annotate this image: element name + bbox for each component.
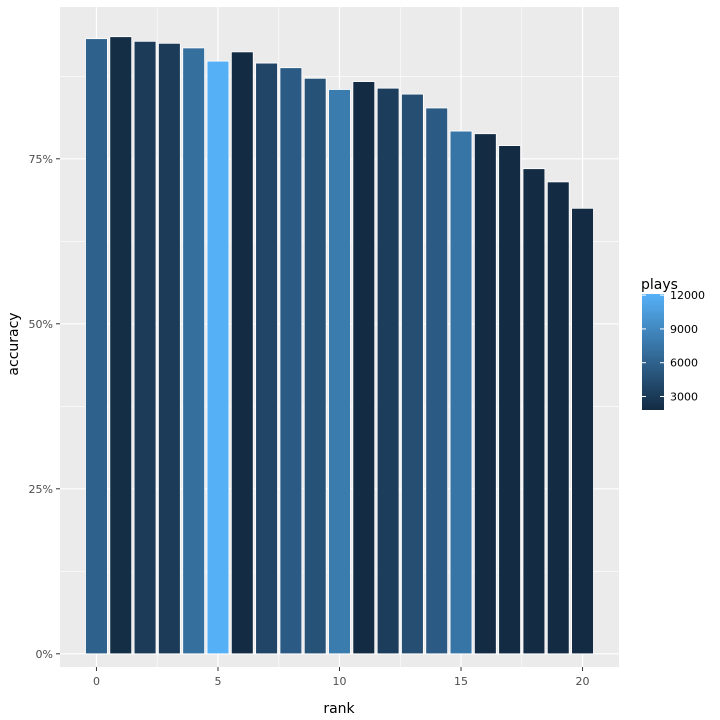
x-tick-label: 20: [576, 675, 590, 688]
bar-rank-1: [109, 36, 133, 655]
bar-rank-8: [279, 67, 303, 655]
y-tick-label: 0%: [36, 648, 53, 661]
bar-rank-9: [303, 77, 327, 655]
bar-rank-19: [546, 181, 570, 655]
bar-rank-15: [449, 130, 473, 655]
bar-rank-2: [133, 40, 157, 655]
legend-tick-label: 6000: [670, 357, 698, 370]
bar-rank-6: [230, 51, 254, 655]
y-tick-label: 75%: [29, 153, 53, 166]
bar-rank-20: [571, 207, 594, 655]
legend-tick-label: 12000: [670, 289, 705, 302]
bar-rank-11: [352, 81, 376, 655]
x-tick-label: 5: [214, 675, 221, 688]
legend-title: plays: [641, 277, 678, 293]
legend-tick-label: 3000: [670, 390, 698, 403]
bar-rank-18: [522, 168, 546, 655]
legend-colorbar: [642, 294, 664, 410]
bar-rank-16: [473, 133, 497, 655]
bar-rank-0: [85, 38, 108, 655]
y-tick-label: 50%: [29, 318, 53, 331]
bar-rank-12: [376, 87, 400, 655]
bar-rank-14: [425, 107, 449, 655]
legend-tick-label: 9000: [670, 323, 698, 336]
bar-rank-10: [328, 89, 351, 655]
color-legend: plays 3000 6000 9000 12000: [641, 277, 705, 410]
bar-rank-17: [498, 145, 521, 655]
x-axis: 0 5 10 15 20: [93, 667, 590, 688]
bars: [85, 36, 594, 655]
bar-rank-13: [401, 93, 424, 655]
y-axis-title: accuracy: [6, 312, 22, 375]
bar-rank-5: [206, 60, 230, 655]
bar-rank-4: [182, 47, 206, 655]
x-tick-label: 10: [333, 675, 347, 688]
y-tick-label: 25%: [29, 483, 53, 496]
y-axis: 0% 25% 50% 75%: [29, 153, 60, 661]
x-tick-label: 0: [93, 675, 100, 688]
x-axis-title: rank: [323, 701, 355, 717]
bar-rank-3: [158, 42, 181, 655]
bar-rank-7: [255, 62, 278, 655]
x-tick-label: 15: [454, 675, 468, 688]
